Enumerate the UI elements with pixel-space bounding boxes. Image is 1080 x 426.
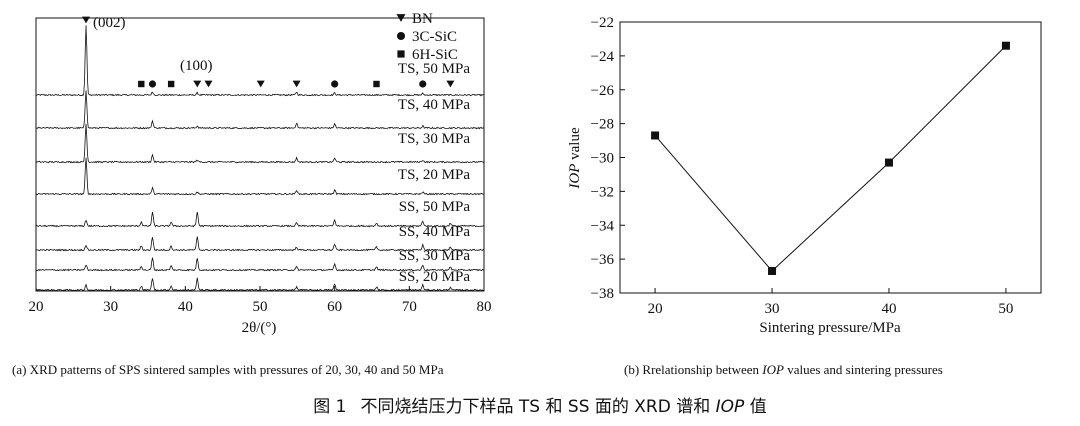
legend-label-3c-sic: 3C-SiC — [412, 29, 457, 45]
iop-y-tick-label: −26 — [591, 83, 615, 99]
iop-y-tick-label: −36 — [591, 252, 615, 268]
peak-label-002: (002) — [93, 15, 126, 31]
iop-x-tick-label: 50 — [998, 301, 1013, 317]
xrd-legend: BN 3C-SiC 6H-SiC — [396, 11, 458, 63]
xrd-label-ts-40-mpa: TS, 40 MPa — [398, 97, 470, 113]
xrd-chart: 20 30 40 50 60 70 80 2θ/(°) TS, 50 MPa TS, 40 M… — [29, 11, 492, 336]
legend-label-bn: BN — [412, 11, 433, 27]
iop-y-tick-label: −28 — [591, 117, 614, 133]
legend-label-6h-sic: 6H-SiC — [412, 47, 458, 63]
phase-marker-triangle-down — [292, 80, 301, 88]
figure-title-suffix: 值 — [744, 397, 767, 417]
iop-line — [654, 45, 1007, 272]
iop-x-axis: 20 30 40 50 — [648, 288, 1013, 317]
iop-y-tick-label: −32 — [591, 184, 614, 200]
xrd-trace-ss-50-mpa — [35, 211, 485, 228]
xrd-label-ts-50-mpa: TS, 50 MPa — [398, 61, 470, 77]
iop-x-axis-label: Sintering pressure/MPa — [759, 320, 901, 336]
xrd-label-ss-20-mpa: SS, 20 MPa — [399, 269, 471, 285]
xrd-x-axis: 20 30 40 50 60 70 80 — [29, 286, 492, 315]
xrd-phase-markers — [82, 16, 455, 88]
iop-y-tick-label: −38 — [591, 286, 614, 302]
caption-b-suffix: values and sintering pressures — [783, 362, 943, 377]
figure-title-italic: IOP — [715, 397, 745, 417]
figure-title-text: 不同烧结压力下样品 TS 和 SS 面的 XRD 谱和 — [360, 397, 716, 417]
iop-x-tick-label: 40 — [881, 301, 896, 317]
iop-point-50 — [1001, 41, 1010, 50]
iop-point-40 — [884, 158, 893, 167]
iop-series — [651, 41, 1010, 275]
caption-b: (b) Rrelationship between IOP values and… — [624, 362, 943, 378]
peak-label-100: (100) — [180, 58, 213, 74]
legend-marker-3c-sic — [396, 31, 406, 41]
legend-marker-bn — [396, 14, 406, 22]
phase-marker-triangle-down — [446, 80, 455, 88]
xrd-x-tick-label: 50 — [253, 299, 268, 315]
phase-marker-circle — [419, 80, 427, 88]
xrd-label-ss-40-mpa: SS, 40 MPa — [399, 224, 471, 240]
caption-b-italic: IOP — [762, 362, 784, 377]
phase-marker-triangle-down — [204, 80, 213, 88]
xrd-trace-ts-50-mpa — [35, 25, 485, 97]
iop-y-tick-label: −30 — [591, 151, 614, 167]
xrd-trace-ss-20-mpa — [35, 277, 485, 292]
xrd-x-tick-label: 80 — [477, 299, 492, 315]
iop-y-tick-label: −22 — [591, 15, 614, 31]
phase-marker-circle — [148, 80, 157, 88]
iop-y-tick-label: −24 — [591, 49, 615, 65]
xrd-label-ts-20-mpa: TS, 20 MPa — [398, 167, 470, 183]
xrd-label-ts-30-mpa: TS, 30 MPa — [398, 131, 470, 147]
xrd-series-labels: TS, 50 MPa TS, 40 MPa TS, 30 MPa TS, 20 MPa… — [398, 61, 470, 285]
xrd-trace-ts-30-mpa — [35, 123, 485, 164]
xrd-label-ss-50-mpa: SS, 50 MPa — [399, 199, 471, 215]
legend-marker-6h-sic — [397, 50, 405, 58]
xrd-patterns — [35, 25, 485, 292]
xrd-trace-ts-20-mpa — [35, 157, 485, 196]
phase-marker-square — [373, 80, 380, 88]
xrd-x-axis-label: 2θ/(°) — [242, 320, 277, 336]
phase-marker-triangle-down — [193, 80, 202, 88]
iop-y-tick-label: −34 — [591, 218, 615, 234]
iop-x-tick-label: 30 — [765, 301, 780, 317]
xrd-x-tick-label: 30 — [103, 299, 118, 315]
caption-b-prefix: (b) Rrelationship between — [624, 362, 763, 377]
iop-point-30 — [768, 266, 777, 275]
phase-marker-square — [167, 80, 175, 88]
xrd-x-tick-label: 40 — [178, 299, 193, 315]
phase-marker-circle — [331, 80, 339, 88]
xrd-trace-ss-40-mpa — [35, 236, 485, 252]
iop-y-axis-label: IOP value — [567, 127, 583, 190]
xrd-x-tick-label: 60 — [327, 299, 342, 315]
iop-chart: 20 30 40 50 −38 −36 −34 −32 −30 −28 −26 −24 −22 Sin… — [567, 15, 1042, 336]
phase-marker-triangle-down — [82, 16, 91, 24]
caption-a: (a) XRD patterns of SPS sintered samples… — [12, 362, 444, 377]
xrd-x-tick-label: 20 — [29, 299, 44, 315]
figure-title: 图 1 不同烧结压力下样品 TS 和 SS 面的 XRD 谱和 IOP 值 — [0, 392, 1080, 417]
iop-plot-frame — [619, 21, 1042, 294]
figure-number: 图 1 — [313, 397, 347, 417]
xrd-x-tick-label: 70 — [402, 299, 417, 315]
xrd-trace-ss-30-mpa — [35, 257, 485, 272]
xrd-trace-ts-40-mpa — [35, 90, 485, 130]
iop-y-axis: −38 −36 −34 −32 −30 −28 −26 −24 −22 — [591, 15, 625, 302]
iop-point-20 — [651, 131, 660, 140]
phase-marker-triangle-down — [256, 80, 265, 88]
xrd-label-ss-30-mpa: SS, 30 MPa — [399, 248, 471, 264]
iop-x-tick-label: 20 — [648, 301, 663, 317]
phase-marker-square — [138, 80, 145, 88]
